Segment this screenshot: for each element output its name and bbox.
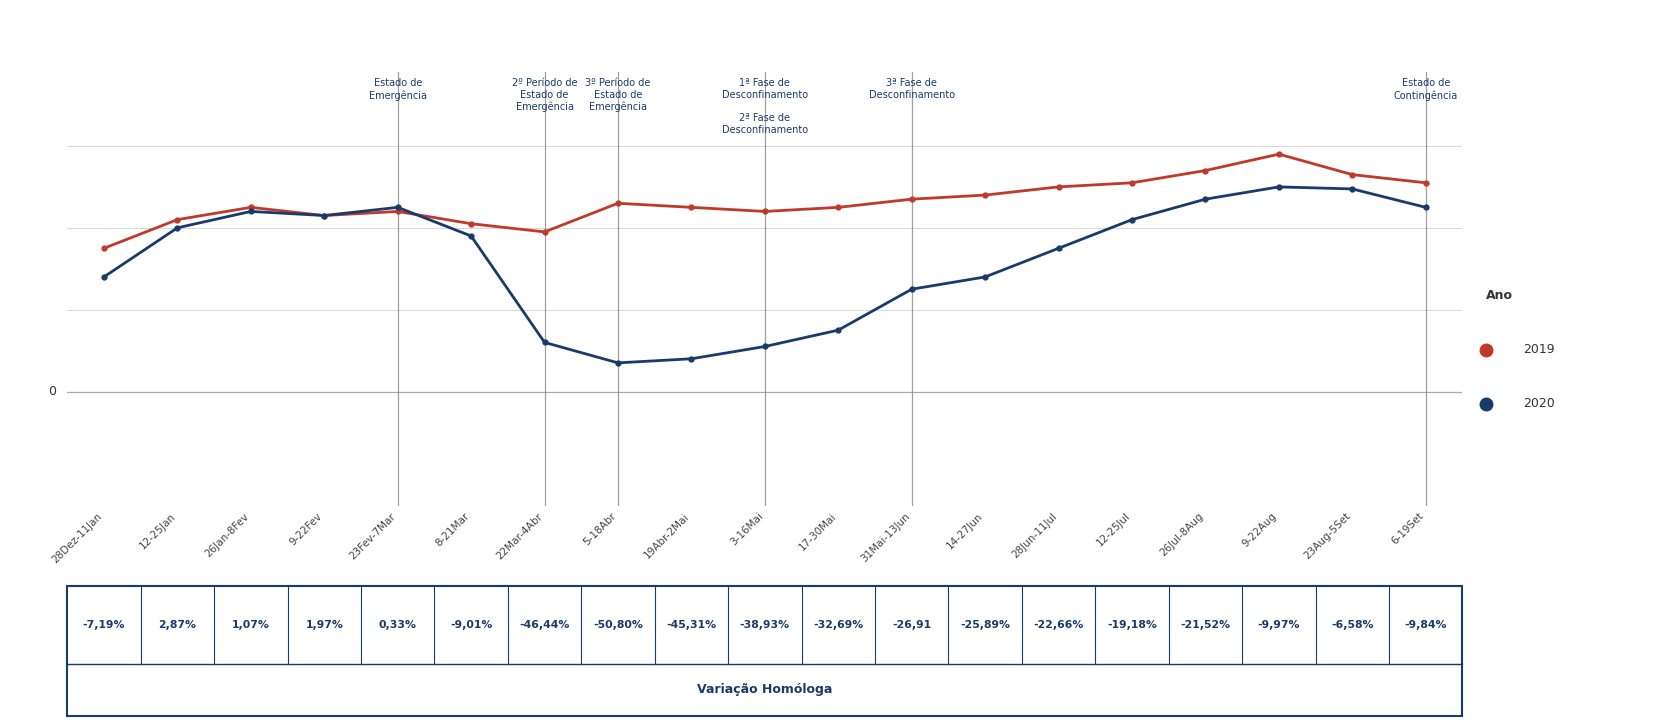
Text: Estado de
Emergência: Estado de Emergência: [368, 78, 427, 100]
Text: -7,19%: -7,19%: [82, 620, 124, 630]
Text: Variação Homóloga: Variação Homóloga: [697, 683, 832, 696]
Text: 1,07%: 1,07%: [232, 620, 269, 630]
Text: 0: 0: [49, 385, 55, 398]
Text: 0,33%: 0,33%: [378, 620, 417, 630]
Text: -9,84%: -9,84%: [1404, 620, 1446, 630]
Text: 2019: 2019: [1522, 343, 1554, 356]
Text: -38,93%: -38,93%: [739, 620, 790, 630]
Text: -26,91: -26,91: [892, 620, 931, 630]
Text: -9,97%: -9,97%: [1257, 620, 1299, 630]
Text: -19,18%: -19,18%: [1107, 620, 1156, 630]
Text: -50,80%: -50,80%: [593, 620, 642, 630]
Text: Ano: Ano: [1485, 289, 1512, 302]
Text: 3ª Fase de
Desconfinamento: 3ª Fase de Desconfinamento: [869, 78, 954, 100]
Text: -32,69%: -32,69%: [813, 620, 864, 630]
Text: 2,87%: 2,87%: [158, 620, 197, 630]
Text: -9,01%: -9,01%: [450, 620, 492, 630]
Text: 3º Período de
Estado de
Emergência: 3º Período de Estado de Emergência: [585, 78, 650, 112]
Text: -25,89%: -25,89%: [959, 620, 1010, 630]
Text: -46,44%: -46,44%: [519, 620, 570, 630]
Text: -6,58%: -6,58%: [1331, 620, 1373, 630]
Text: -45,31%: -45,31%: [665, 620, 716, 630]
Text: -22,66%: -22,66%: [1033, 620, 1084, 630]
Text: 2º Período de
Estado de
Emergência: 2º Período de Estado de Emergência: [511, 78, 576, 112]
Text: -21,52%: -21,52%: [1179, 620, 1230, 630]
Text: 1,97%: 1,97%: [306, 620, 343, 630]
Text: Estado de
Contingência: Estado de Contingência: [1393, 78, 1457, 100]
Text: 2020: 2020: [1522, 397, 1554, 410]
Text: 1ª Fase de
Desconfinamento

2ª Fase de
Desconfinamento: 1ª Fase de Desconfinamento 2ª Fase de De…: [721, 78, 808, 134]
